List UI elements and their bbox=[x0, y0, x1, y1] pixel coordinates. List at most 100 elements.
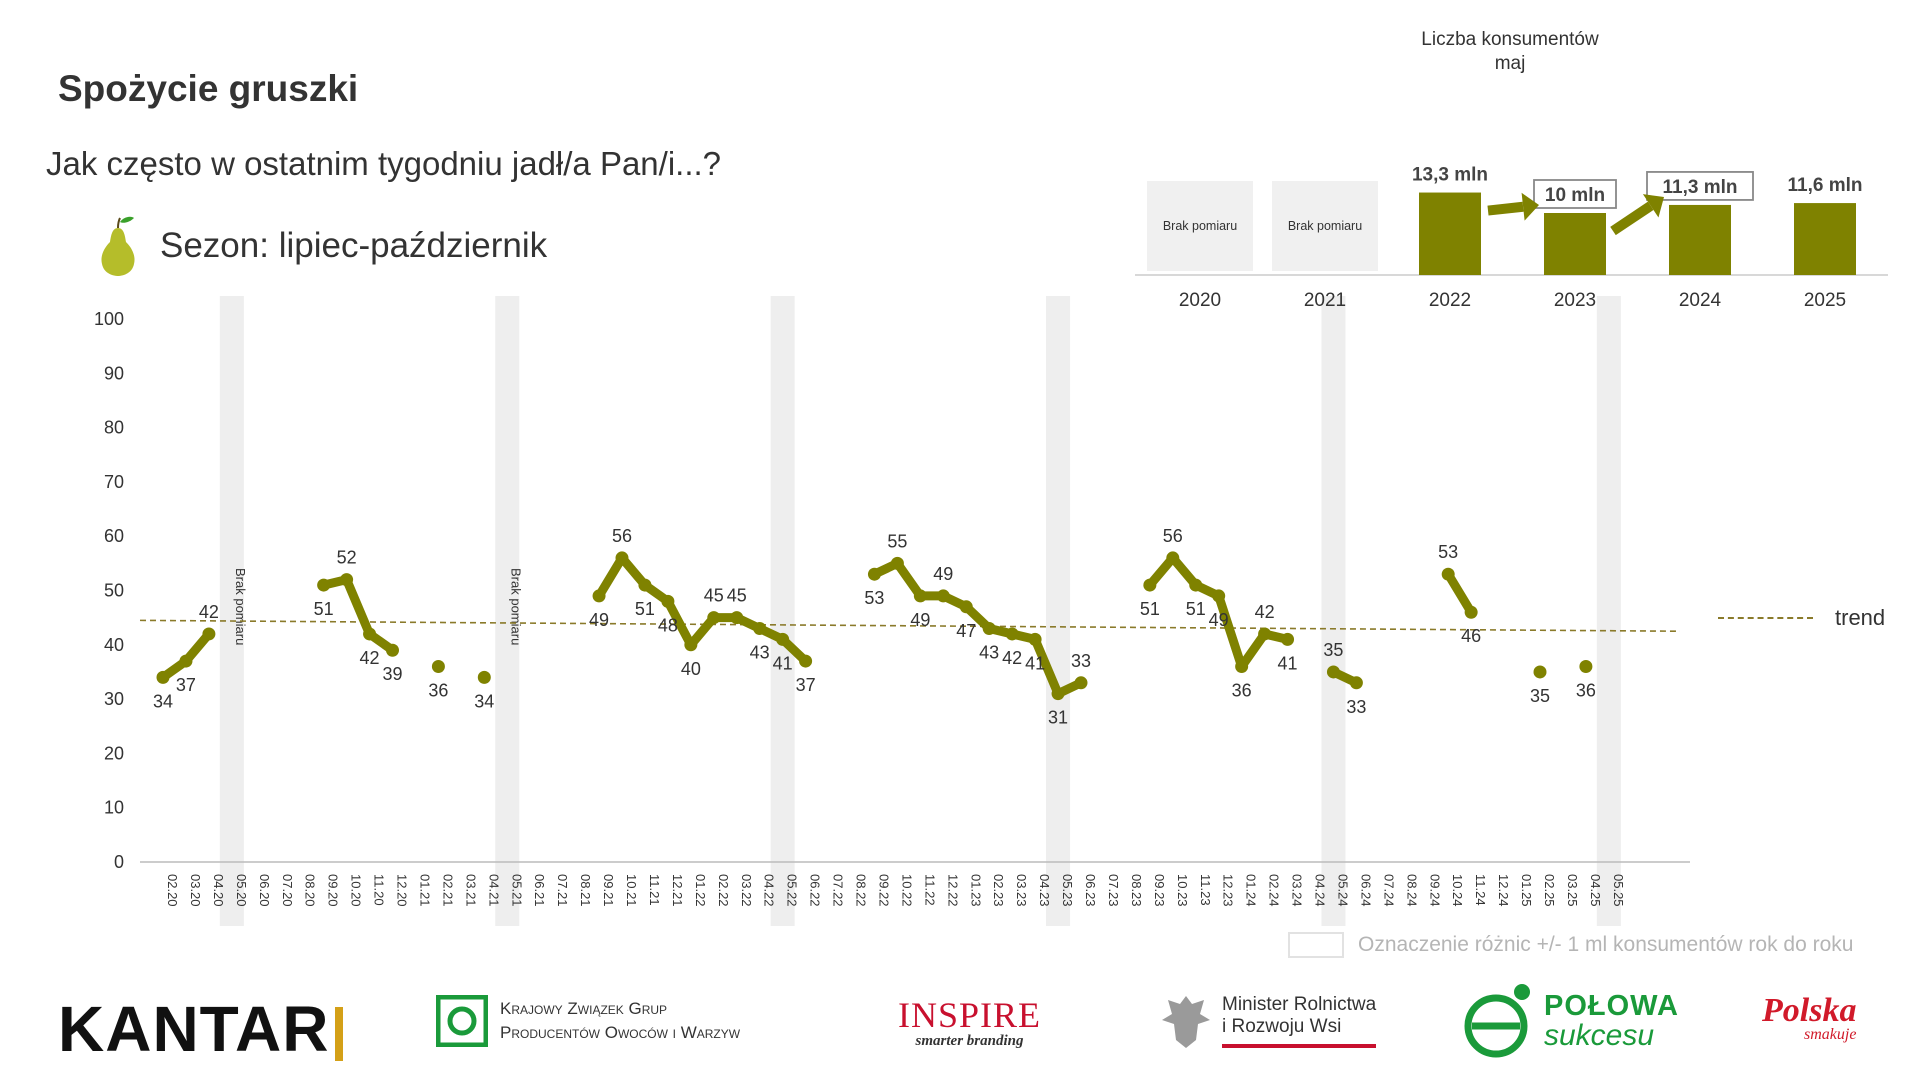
data-label: 33 bbox=[1346, 697, 1366, 717]
no-data-band-05-20 bbox=[219, 296, 244, 926]
band-legend-swatch bbox=[1288, 932, 1344, 958]
x-tick-label: 06.21 bbox=[532, 874, 547, 907]
y-tick-label: 50 bbox=[104, 581, 124, 601]
x-tick-label: 09.21 bbox=[601, 874, 616, 907]
data-label: 41 bbox=[1278, 653, 1298, 673]
data-point bbox=[1212, 589, 1226, 603]
x-tick-label: 12.22 bbox=[945, 874, 960, 907]
x-tick-label: 02.24 bbox=[1267, 874, 1282, 907]
data-point bbox=[1441, 567, 1455, 581]
mini-no-data-box bbox=[1272, 181, 1378, 271]
x-tick-label: 05.21 bbox=[509, 874, 524, 907]
data-label: 43 bbox=[750, 643, 770, 663]
mini-bar-2025 bbox=[1794, 203, 1856, 275]
change-arrow-head bbox=[1521, 192, 1539, 221]
y-tick-label: 100 bbox=[94, 309, 124, 329]
season-text: Sezon: lipiec-październik bbox=[160, 226, 548, 265]
data-point bbox=[1166, 551, 1180, 565]
change-arrow bbox=[1487, 201, 1524, 216]
data-point bbox=[684, 638, 698, 652]
data-label: 49 bbox=[933, 564, 953, 584]
mini-x-tick-label: 2020 bbox=[1179, 290, 1221, 311]
mini-x-tick-label: 2023 bbox=[1554, 290, 1596, 311]
data-label: 36 bbox=[1576, 681, 1596, 701]
x-tick-label: 12.20 bbox=[395, 874, 410, 907]
data-point bbox=[156, 670, 170, 684]
data-label: 42 bbox=[360, 648, 380, 668]
x-tick-label: 07.23 bbox=[1106, 874, 1121, 907]
series-line-segment bbox=[1443, 569, 1476, 617]
x-tick-label: 08.20 bbox=[303, 874, 318, 907]
minister-logo: Minister Rolnictwa i Rozwoju Wsi bbox=[1158, 990, 1377, 1052]
data-point bbox=[730, 611, 744, 625]
x-tick-label: 01.25 bbox=[1519, 874, 1534, 907]
x-tick-label: 01.21 bbox=[417, 874, 432, 907]
x-tick-label: 09.22 bbox=[876, 874, 891, 907]
mini-chart-title-line: Liczba konsumentów bbox=[1421, 29, 1599, 50]
x-tick-label: 10.20 bbox=[349, 874, 364, 907]
x-tick-label: 03.22 bbox=[739, 874, 754, 907]
data-point bbox=[776, 632, 790, 646]
polska-smakuje-logo: Polska smakuje bbox=[1762, 992, 1857, 1044]
trend-legend-label: trend bbox=[1835, 605, 1886, 630]
data-point bbox=[592, 589, 606, 603]
x-tick-label: 10.21 bbox=[624, 874, 639, 907]
data-point bbox=[1005, 627, 1019, 641]
data-label: 41 bbox=[1025, 653, 1045, 673]
y-tick-label: 60 bbox=[104, 526, 124, 546]
no-data-band-05-25 bbox=[1596, 296, 1621, 926]
data-point bbox=[638, 578, 652, 592]
mini-x-tick-label: 2021 bbox=[1304, 290, 1346, 311]
data-point bbox=[202, 627, 216, 641]
x-tick-label: 05.23 bbox=[1060, 874, 1075, 907]
x-tick-label: 10.22 bbox=[899, 874, 914, 907]
change-arrow-head bbox=[1642, 194, 1664, 218]
mini-no-data-label: Brak pomiaru bbox=[1163, 219, 1237, 233]
data-point bbox=[363, 627, 377, 641]
x-tick-label: 11.24 bbox=[1473, 874, 1488, 906]
inspire-logo: INSPIRE smarter branding bbox=[898, 995, 1042, 1049]
mini-value-box bbox=[1533, 179, 1617, 209]
data-label: 53 bbox=[864, 588, 884, 608]
data-label: 42 bbox=[1002, 648, 1022, 668]
no-measurement-label: Brak pomiaru bbox=[508, 568, 523, 645]
mini-chart-subtitle: maj bbox=[1494, 53, 1526, 74]
x-tick-label: 11.23 bbox=[1198, 874, 1213, 906]
x-tick-label: 03.23 bbox=[1014, 874, 1029, 907]
x-tick-label: 01.24 bbox=[1244, 874, 1259, 907]
data-label: 45 bbox=[704, 586, 724, 606]
data-point bbox=[1189, 578, 1203, 592]
mini-no-data-box bbox=[1147, 181, 1253, 271]
data-label: 39 bbox=[382, 664, 402, 684]
data-point bbox=[661, 594, 675, 608]
data-point bbox=[1281, 632, 1295, 646]
data-point bbox=[1051, 687, 1065, 701]
mini-x-tick-label: 2022 bbox=[1429, 290, 1471, 311]
mini-value-label: 10 mln bbox=[1545, 185, 1605, 206]
data-point bbox=[1028, 632, 1042, 646]
x-tick-label: 07.24 bbox=[1381, 874, 1396, 907]
x-tick-label: 03.24 bbox=[1290, 874, 1305, 907]
data-label: 37 bbox=[176, 675, 196, 695]
page-title: Spożycie gruszki bbox=[58, 68, 359, 109]
x-tick-label: 09.23 bbox=[1152, 874, 1167, 907]
x-tick-label: 10.23 bbox=[1175, 874, 1190, 907]
x-tick-label: 06.22 bbox=[808, 874, 823, 907]
x-tick-label: 02.25 bbox=[1542, 874, 1557, 907]
y-tick-label: 20 bbox=[104, 743, 124, 763]
data-point bbox=[179, 654, 193, 668]
band-legend: Oznaczenie różnic +/- 1 ml konsumentów r… bbox=[1288, 932, 1853, 958]
x-tick-label: 08.23 bbox=[1129, 874, 1144, 907]
data-point bbox=[913, 589, 927, 603]
x-tick-label: 11.20 bbox=[372, 874, 387, 906]
pear-icon bbox=[101, 216, 135, 276]
mini-bar-2024 bbox=[1669, 204, 1731, 275]
series-line-segment bbox=[869, 558, 1086, 699]
trend-legend-swatch bbox=[1718, 617, 1813, 619]
mini-value-label: 13,3 mln bbox=[1412, 165, 1488, 186]
data-point bbox=[1235, 660, 1249, 674]
y-tick-label: 0 bbox=[114, 852, 124, 872]
x-tick-label: 05.24 bbox=[1335, 874, 1350, 907]
data-point bbox=[799, 654, 813, 668]
data-point bbox=[936, 589, 950, 603]
